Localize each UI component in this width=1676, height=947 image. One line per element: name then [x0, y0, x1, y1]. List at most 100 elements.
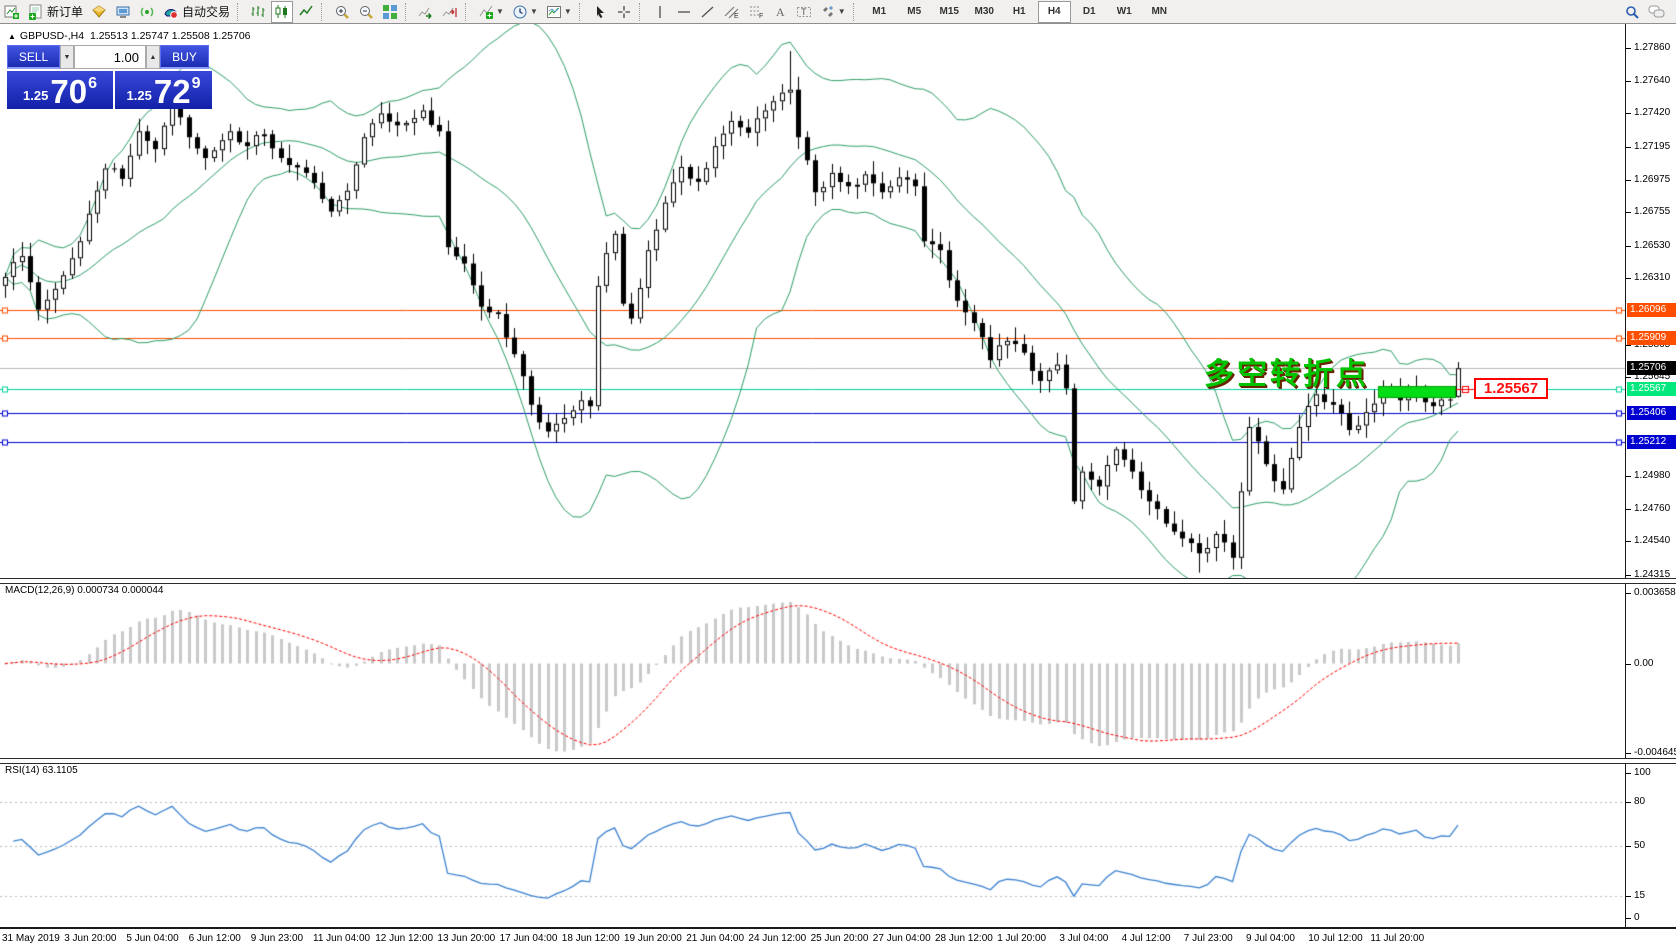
crosshair-icon: [616, 4, 632, 20]
chart-title: ▲ GBPUSD-,H4 1.25513 1.25747 1.25508 1.25…: [8, 30, 251, 42]
time-axis-label: 19 Jun 20:00: [624, 933, 682, 944]
vertical-line-button[interactable]: [649, 1, 671, 23]
auto-scroll-button[interactable]: [415, 1, 437, 23]
toolbar-separator: [465, 2, 471, 21]
price-tick-label: 1.26310: [1634, 272, 1671, 284]
autotrade-button[interactable]: 自动交易: [160, 1, 233, 23]
one-click-trading-panel: SELL ▼ 1.00 ▲ BUY 1.25 70 6 1.25 72 9: [7, 45, 212, 109]
sell-price-point: 6: [88, 75, 97, 92]
time-axis-label: 13 Jun 20:00: [437, 933, 496, 944]
signal-icon: [139, 4, 155, 20]
new-order-button[interactable]: 新订单: [25, 1, 86, 23]
price-tick-label: 1.26975: [1634, 173, 1671, 185]
rsi-indicator-canvas[interactable]: [0, 762, 1625, 927]
price-tick-label: 1.24980: [1634, 470, 1671, 482]
trendline-icon: [700, 4, 716, 20]
volume-decrease-button[interactable]: ▼: [60, 45, 74, 69]
toolbar-buttons: 新订单 自动交易 ▼ ▼ ▼ E F A T ▼ M1 M5 M15 M30 H1 H4 D1 W1 MN: [0, 0, 1177, 23]
macd-indicator-canvas[interactable]: [0, 582, 1625, 758]
zoom-out-button[interactable]: [355, 1, 377, 23]
axis-tick-mark: [1626, 179, 1631, 181]
axis-tick-mark: [1626, 508, 1631, 510]
time-axis[interactable]: 31 May 2019 3 Jun 20:00 5 Jun 04:00 6 Jun 1…: [0, 927, 1676, 947]
crosshair-button[interactable]: [613, 1, 635, 23]
symbol-triangle-icon: ▲: [8, 32, 16, 41]
line-chart-button[interactable]: [295, 1, 317, 23]
axis-tick-mark: [1626, 476, 1631, 478]
chart-shift-button[interactable]: [439, 1, 461, 23]
new-chart-button[interactable]: [1, 1, 23, 23]
fibonacci-button[interactable]: F: [745, 1, 767, 23]
trendline-button[interactable]: [697, 1, 719, 23]
chart-shift-icon: [442, 4, 458, 20]
template-icon: [546, 4, 562, 20]
time-axis-label: 7 Jul 23:00: [1183, 933, 1233, 944]
rsi-tick-label: 100: [1634, 767, 1651, 778]
time-axis-label: 3 Jul 04:00: [1059, 933, 1109, 944]
candlestick-button[interactable]: [271, 0, 294, 23]
timeframe-m15-button[interactable]: M15: [939, 6, 959, 17]
timeframe-w1-button[interactable]: W1: [1116, 6, 1132, 17]
timeframe-m5-button[interactable]: M5: [907, 6, 922, 17]
horizontal-line-button[interactable]: [673, 1, 695, 23]
panel-separator[interactable]: [0, 578, 1676, 584]
macd-tick-label: 0.00: [1634, 657, 1654, 669]
periods-icon: [512, 4, 528, 20]
axis-border: [1625, 23, 1626, 927]
axis-tick-mark: [1626, 113, 1631, 115]
sell-button[interactable]: SELL: [7, 45, 60, 69]
indicators-button[interactable]: ▼: [475, 1, 507, 23]
timeframe-m30-button[interactable]: M30: [974, 6, 994, 17]
signal-button[interactable]: [136, 1, 158, 23]
value-axis[interactable]: 1.27860 1.27640 1.27420 1.27195 1.26975 1.267…: [1626, 23, 1676, 927]
template-button[interactable]: ▼: [543, 1, 575, 23]
axis-tick-mark: [1626, 802, 1631, 803]
toolbar-separator: [578, 2, 585, 21]
timeframe-h1-button[interactable]: H1: [1012, 6, 1026, 17]
arrows-button[interactable]: ▼: [817, 1, 849, 23]
zoom-in-button[interactable]: [331, 1, 353, 23]
axis-tick-mark: [1626, 344, 1631, 346]
axis-tick-mark: [1626, 896, 1631, 898]
time-axis-label: 9 Jun 23:00: [250, 933, 304, 944]
bar-chart-button[interactable]: [247, 1, 269, 23]
price-tick-label: 1.24540: [1634, 535, 1671, 547]
svg-text:E: E: [734, 13, 739, 20]
search-button[interactable]: [1621, 1, 1643, 23]
chevron-down-icon: ▼: [496, 7, 504, 16]
price-callout-label[interactable]: 1.25567: [1474, 378, 1548, 399]
text-label-button[interactable]: T: [793, 1, 815, 23]
sell-price-display[interactable]: 1.25 70 6: [7, 71, 113, 109]
timeframe-h4-button[interactable]: H4: [1037, 0, 1071, 23]
text-button[interactable]: A: [769, 1, 791, 23]
channel-button[interactable]: E: [721, 1, 743, 23]
buy-price-display[interactable]: 1.25 72 9: [115, 71, 212, 109]
axis-tick-mark: [1626, 146, 1631, 148]
hline-price-axis-label: 1.25212: [1627, 434, 1676, 449]
buy-price-pips: 72: [153, 73, 191, 110]
time-axis-label: 9 Jul 04:00: [1246, 933, 1295, 944]
market-watch-button[interactable]: [88, 1, 110, 23]
vertical-line-icon: [652, 4, 668, 20]
panel-separator[interactable]: [0, 758, 1676, 764]
cursor-button[interactable]: [589, 1, 611, 23]
chat-button[interactable]: [1645, 1, 1669, 23]
svg-text:A: A: [776, 5, 785, 19]
periods-button[interactable]: ▼: [509, 1, 541, 23]
volume-input[interactable]: 1.00: [74, 45, 146, 69]
new-order-icon: [28, 4, 44, 20]
timeframe-m1-button[interactable]: M1: [872, 6, 887, 17]
buy-price-point: 9: [191, 75, 201, 92]
terminal-button[interactable]: [112, 1, 134, 23]
timeframe-d1-button[interactable]: D1: [1082, 6, 1096, 17]
text-label-icon: T: [796, 4, 812, 20]
candlestick-icon: [274, 4, 290, 20]
axis-tick-mark: [1626, 541, 1631, 543]
timeframe-mn-button[interactable]: MN: [1151, 6, 1167, 17]
price-chart-canvas[interactable]: [0, 24, 1625, 578]
buy-button[interactable]: BUY: [160, 45, 209, 69]
tile-windows-button[interactable]: [379, 1, 401, 23]
time-axis-label: 24 Jun 12:00: [748, 933, 807, 944]
volume-increase-button[interactable]: ▲: [146, 45, 160, 69]
time-axis-label: 27 Jun 04:00: [872, 933, 931, 944]
